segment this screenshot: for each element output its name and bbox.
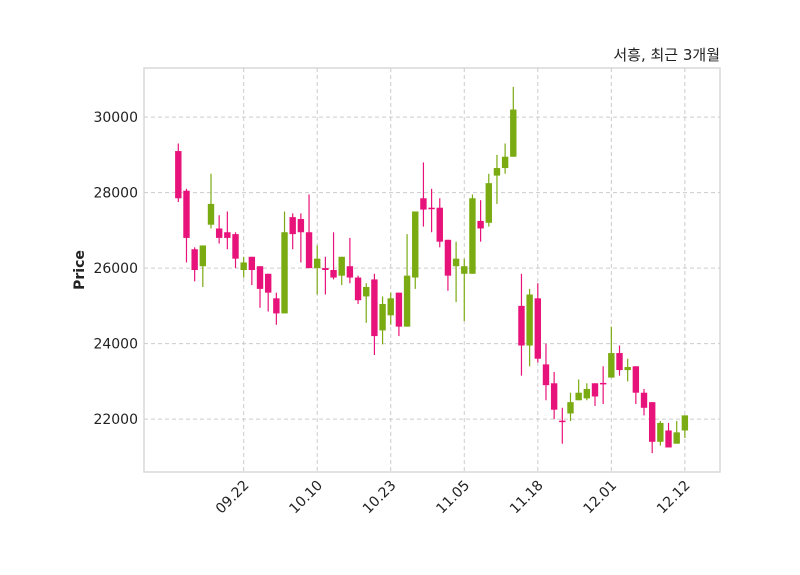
candle-body <box>175 151 182 199</box>
candle-body <box>281 232 288 314</box>
candle-body <box>477 220 484 229</box>
candle-body <box>657 422 664 442</box>
candle-body <box>616 353 623 371</box>
candle-body <box>591 383 599 397</box>
candle-body <box>518 305 525 346</box>
candle-body <box>387 298 394 316</box>
x-tick-label: 10.10 <box>286 478 326 518</box>
y-tick-label: 28000 <box>93 186 138 202</box>
candle-body <box>444 239 452 276</box>
candle-body <box>624 367 631 371</box>
x-tick-label: 12.01 <box>581 478 621 518</box>
plot-frame <box>143 67 721 473</box>
candle-body <box>305 232 313 269</box>
x-tick-label: 10.23 <box>360 478 400 518</box>
candle-body <box>338 256 345 276</box>
candle-body <box>232 234 239 259</box>
candle-body <box>534 298 542 359</box>
candle-body <box>420 198 427 210</box>
candle-body <box>550 383 558 410</box>
candle-body <box>314 258 321 269</box>
y-tick-label: 30000 <box>93 110 138 126</box>
x-tick-label: 11.18 <box>507 478 547 518</box>
candle-body <box>273 298 280 314</box>
candle-body <box>583 388 591 399</box>
candle-body <box>191 249 198 270</box>
candle-body <box>608 353 615 378</box>
candle-body <box>264 273 272 293</box>
candle-body <box>640 392 648 408</box>
x-tick-label: 11.05 <box>433 478 473 518</box>
candle-body <box>493 168 501 176</box>
candle-body <box>665 430 672 448</box>
y-tick-label: 24000 <box>93 337 138 353</box>
candle-body <box>469 198 476 274</box>
candle-body <box>371 279 378 337</box>
candle-body <box>428 207 435 210</box>
candle-body <box>673 432 680 444</box>
candle-body <box>461 266 468 274</box>
candle-body <box>559 420 566 423</box>
candle-body <box>183 190 190 238</box>
candle-body <box>379 303 386 331</box>
candle-body <box>403 275 411 327</box>
candle-body <box>395 292 403 327</box>
candle-body <box>346 266 354 278</box>
candle-body <box>297 219 305 233</box>
candle-body <box>501 156 509 169</box>
candle-body <box>322 268 329 270</box>
x-tick-label: 12.12 <box>654 478 694 518</box>
candle-body <box>256 266 264 289</box>
candle-body <box>199 245 207 267</box>
candle-body <box>354 277 362 301</box>
chart-title: 서흥, 최근 3개월 <box>613 46 720 64</box>
candle-body <box>248 256 256 270</box>
candle-body <box>599 382 607 385</box>
x-tick-label: 09.22 <box>213 478 253 518</box>
candle-body <box>575 392 582 401</box>
candle-body <box>485 183 492 223</box>
candle-body <box>215 228 223 238</box>
candle-body <box>632 366 640 393</box>
candle-body <box>510 109 517 157</box>
candle-body <box>207 203 215 225</box>
candle-body <box>567 402 574 414</box>
candle-body <box>436 207 443 242</box>
candle-body <box>363 286 370 297</box>
candle-body <box>240 262 247 270</box>
candle-body <box>648 402 656 442</box>
candle-body <box>542 364 550 386</box>
y-axis-label: Price <box>72 250 88 290</box>
y-tick-label: 26000 <box>93 261 138 277</box>
candle-body <box>330 270 337 278</box>
y-tick-label: 22000 <box>93 412 138 428</box>
candle-body <box>681 415 689 431</box>
candle-body <box>452 258 460 267</box>
candle-body <box>224 232 231 238</box>
candle-body <box>412 211 419 278</box>
candle-body <box>289 217 296 235</box>
candle-body <box>526 294 533 346</box>
